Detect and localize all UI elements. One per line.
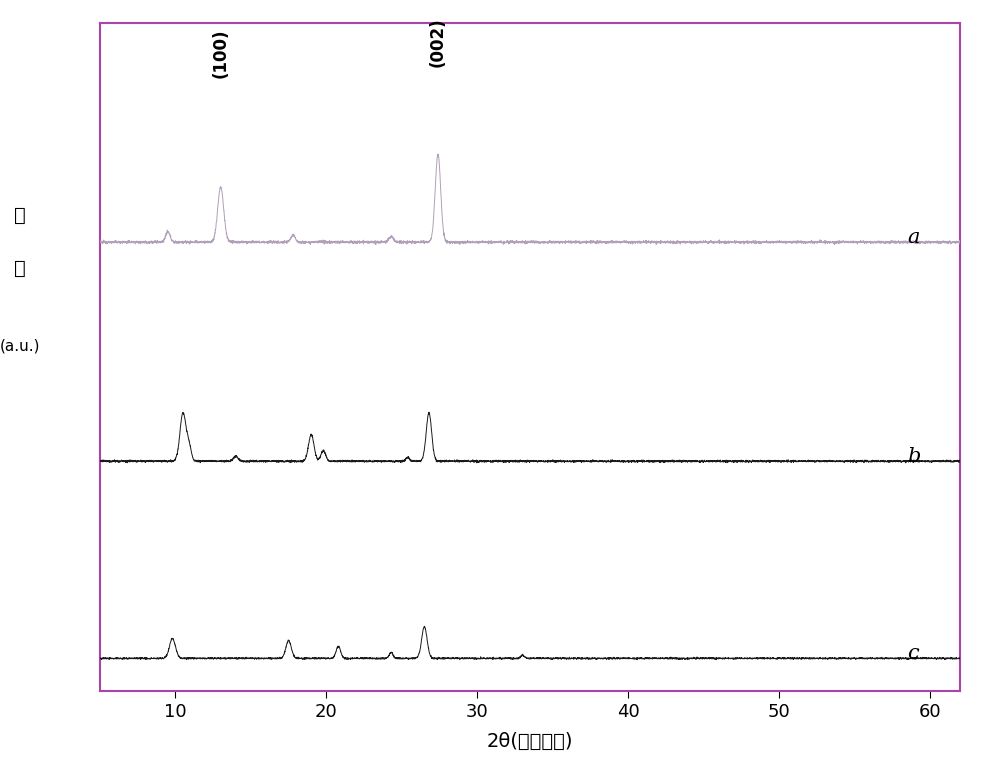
Text: 强: 强: [14, 206, 26, 224]
Text: (a.u.): (a.u.): [0, 338, 40, 353]
Text: (002): (002): [429, 17, 447, 67]
Text: 度: 度: [14, 260, 26, 278]
X-axis label: 2θ(　度　：): 2θ( 度 ：): [487, 732, 573, 751]
Text: b: b: [907, 447, 921, 466]
Text: a: a: [907, 228, 920, 247]
Text: c: c: [907, 644, 919, 664]
Text: (100): (100): [212, 28, 230, 78]
